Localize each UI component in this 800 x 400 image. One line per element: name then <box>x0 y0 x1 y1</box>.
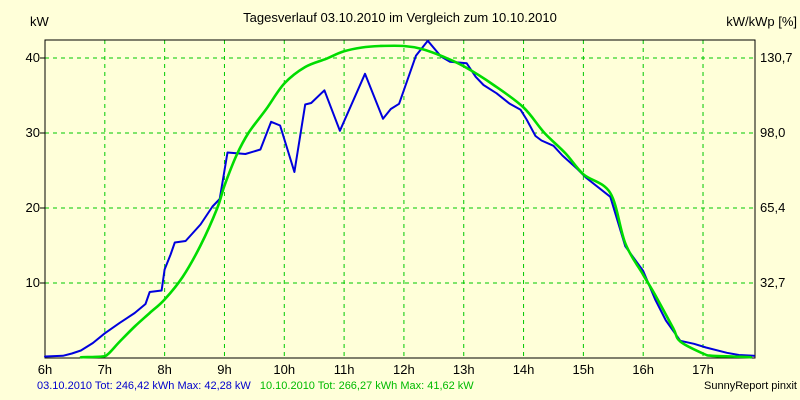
x-tick-label: 10h <box>273 362 296 377</box>
x-tick-label: 11h <box>333 362 355 377</box>
x-tick-label: 17h <box>692 362 714 377</box>
plot-border <box>44 39 756 359</box>
page-title: Tagesverlauf 03.10.2010 im Vergleich zum… <box>243 10 557 25</box>
left-axis-unit-label: kW <box>30 14 49 29</box>
footer-summary: 03.10.2010 Tot: 246,42 kWh Max: 42,28 kW… <box>37 380 474 392</box>
series-1-summary: 03.10.2010 Tot: 246,42 kWh Max: 42,28 kW <box>37 380 251 392</box>
y-tick-label-left: 20 <box>25 200 40 215</box>
curve-03.10.2010 <box>44 39 755 358</box>
curve-10.10.2010 <box>79 44 753 359</box>
y-tick-label-right: 65,4 <box>760 200 786 215</box>
y-tick-label-left: 30 <box>25 125 40 140</box>
y-tick-label-right: 98,0 <box>760 125 786 140</box>
x-tick-label: 16h <box>632 362 655 377</box>
y-tick-label-left: 40 <box>25 50 40 65</box>
y-tick-label-right: 130,7 <box>760 50 793 65</box>
y-tick-label-right: 32,7 <box>760 275 786 290</box>
x-tick-label: 6h <box>37 362 53 377</box>
series-2-summary: 10.10.2010 Tot: 266,27 kWh Max: 41,62 kW <box>259 380 474 392</box>
x-tick-label: 12h <box>393 362 415 377</box>
right-axis-unit-label: kW/kWp [%] <box>726 14 797 29</box>
x-tick-label: 8h <box>157 362 172 377</box>
brand-label: SunnyReport pinxit <box>704 380 797 392</box>
x-tick-label: 7h <box>97 362 113 377</box>
x-tick-label: 13h <box>452 362 475 377</box>
x-tick-label: 15h <box>572 362 595 377</box>
y-tick-label-left: 10 <box>25 275 40 290</box>
x-tick-label: 14h <box>512 362 535 377</box>
x-tick-label: 9h <box>217 362 232 377</box>
